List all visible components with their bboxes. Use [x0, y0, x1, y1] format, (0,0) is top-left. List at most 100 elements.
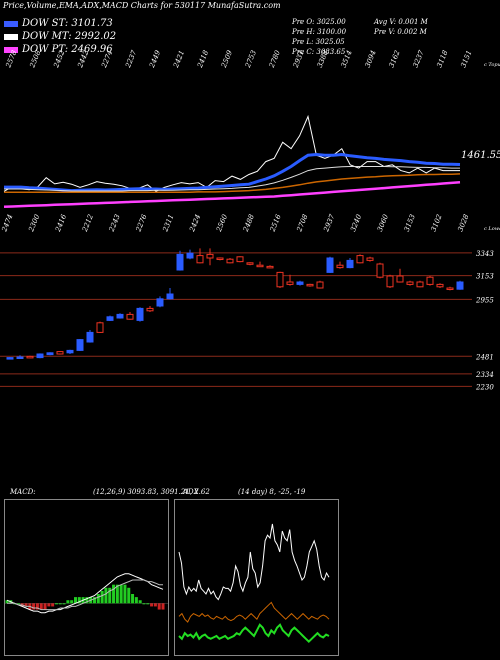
- stat-pre-volume: Pre V: 0.002 M: [374, 28, 427, 36]
- bottom-tick-label: 3240: [349, 213, 363, 233]
- bottom-tick-label: 2212: [81, 213, 96, 234]
- candle-body: [146, 307, 154, 312]
- candle-body: [316, 281, 324, 289]
- candlestick-chart: 3343 3153 2955 2481 2334 2230: [0, 248, 494, 391]
- top-tick-label: 2418: [196, 49, 211, 70]
- macd-chart: [5, 573, 168, 614]
- legend-item-dow-st: DOW ST: 3101.73: [4, 18, 113, 29]
- macd-histogram-bar: [24, 603, 28, 607]
- macd-histogram-bar: [93, 597, 97, 604]
- candle-body: [246, 262, 254, 265]
- bottom-tick-label: 2424: [188, 213, 202, 233]
- candle-body: [36, 353, 44, 359]
- top-tick-label: 2780: [267, 49, 282, 70]
- level-label: 2955: [475, 296, 494, 304]
- legend-item-dow-mt: DOW MT: 2992.02: [4, 31, 116, 42]
- series-line-ema-long: [4, 173, 461, 194]
- macd-histogram-bar: [58, 603, 62, 605]
- adx-series-adx: [178, 523, 330, 601]
- top-tick-label: 2578: [4, 49, 19, 70]
- top-tick-label: 2931: [291, 49, 305, 69]
- candle-body: [296, 281, 304, 285]
- candle-body: [376, 263, 384, 278]
- candle-body: [306, 283, 314, 287]
- legend-swatch-dow-mt: [4, 33, 18, 40]
- macd-histogram-bar: [32, 603, 36, 610]
- main-chart: 2578 2508 2452 2442 2274 2237 2449 2421 2418 2509…: [0, 49, 500, 391]
- top-tick-label: 3514: [340, 49, 354, 69]
- candle-body: [166, 293, 174, 300]
- top-tick-label: 2237: [124, 49, 139, 70]
- macd-panel: [4, 499, 169, 656]
- legend-label-dow-mt: DOW MT: 2992.02: [22, 31, 117, 42]
- top-tick-label: 3162: [388, 49, 402, 69]
- top-tick-label: 2442: [76, 49, 91, 70]
- bottom-tick-label: 2300: [27, 213, 42, 234]
- candle-body: [46, 352, 54, 356]
- bottom-tag-label: c Lowa: [484, 226, 500, 232]
- right-value-label: 1461.55: [461, 150, 500, 161]
- candle-body: [386, 275, 394, 288]
- candle-body: [156, 298, 164, 307]
- candle-body: [406, 281, 414, 285]
- candle-body: [206, 253, 214, 259]
- stat-avg-volume: Avg V: 0.001 M: [374, 18, 428, 26]
- legend-label-dow-st: DOW ST: 3101.73: [22, 18, 113, 29]
- macd-histogram-bar: [16, 603, 20, 605]
- bottom-tick-label: 2243: [107, 213, 122, 234]
- candle-body: [136, 307, 144, 321]
- top-tick-label: 2753: [244, 49, 259, 70]
- macd-histogram-bar: [66, 600, 70, 604]
- candle-body: [416, 281, 424, 288]
- bottom-tick-label: 2474: [0, 213, 14, 233]
- macd-histogram-bar: [62, 603, 66, 605]
- candle-body: [346, 259, 354, 269]
- macd-histogram-bar: [77, 597, 81, 604]
- bottom-tick-label: 2488: [241, 213, 256, 234]
- top-tick-label: 2421: [172, 49, 186, 69]
- macd-histogram-bar: [5, 600, 9, 604]
- top-tick-label: 2452: [52, 49, 67, 70]
- macd-line: [6, 573, 164, 614]
- macd-histogram-bar: [161, 603, 165, 610]
- stat-pre-low: Pre L: 3025.05: [292, 38, 345, 46]
- bottom-tick-label: 2416: [54, 213, 69, 234]
- top-tick-label: 3094: [364, 49, 378, 69]
- candle-body: [426, 276, 434, 285]
- ema-panel: 2578 2508 2452 2442 2274 2237 2449 2421 2418 2509…: [0, 49, 500, 234]
- candle-body: [76, 339, 84, 351]
- candle-body: [256, 264, 264, 268]
- legend-item-dow-pt: DOW PT: 2469.96: [4, 44, 113, 55]
- adx-series-plus-di: [178, 623, 330, 643]
- chart-title: Price,Volume,EMA,ADX,MACD Charts for 530…: [3, 1, 281, 10]
- macd-histogram-bar: [150, 603, 154, 607]
- macd-signal-line: [7, 579, 163, 611]
- macd-histogram-bar: [70, 600, 74, 604]
- series-line-ema-pt: [3, 181, 461, 209]
- candle-body: [366, 257, 374, 261]
- macd-label: MACD:: [10, 488, 36, 496]
- top-tick-label: 2449: [148, 49, 163, 70]
- candle-body: [116, 313, 124, 319]
- candle-body: [16, 356, 24, 359]
- stat-pre-close: Pre C: 3083.65: [292, 48, 346, 56]
- stat-pre-open: Pre O: 3025.00: [292, 18, 346, 26]
- macd-histogram-bar: [112, 584, 116, 604]
- macd-histogram-bar: [35, 603, 39, 610]
- candle-body: [26, 355, 34, 359]
- candle-body: [356, 255, 364, 264]
- top-tick-label: 3237: [412, 49, 426, 69]
- series-line-price: [3, 114, 460, 192]
- macd-histogram-bar: [138, 600, 142, 604]
- series-line-ema-short: [4, 152, 461, 193]
- candle-body: [326, 257, 334, 273]
- level-label: 2230: [475, 383, 494, 391]
- bottom-tick-label: 3102: [430, 213, 444, 233]
- candle-body: [186, 252, 194, 259]
- bottom-tick-label: 3028: [456, 213, 470, 233]
- adx-panel: [174, 499, 339, 656]
- stat-pre-high: Pre H: 3100.00: [292, 28, 347, 36]
- candle-body: [396, 275, 404, 283]
- macd-histogram-bar: [123, 584, 127, 604]
- bottom-tick-label: 2560: [215, 213, 230, 234]
